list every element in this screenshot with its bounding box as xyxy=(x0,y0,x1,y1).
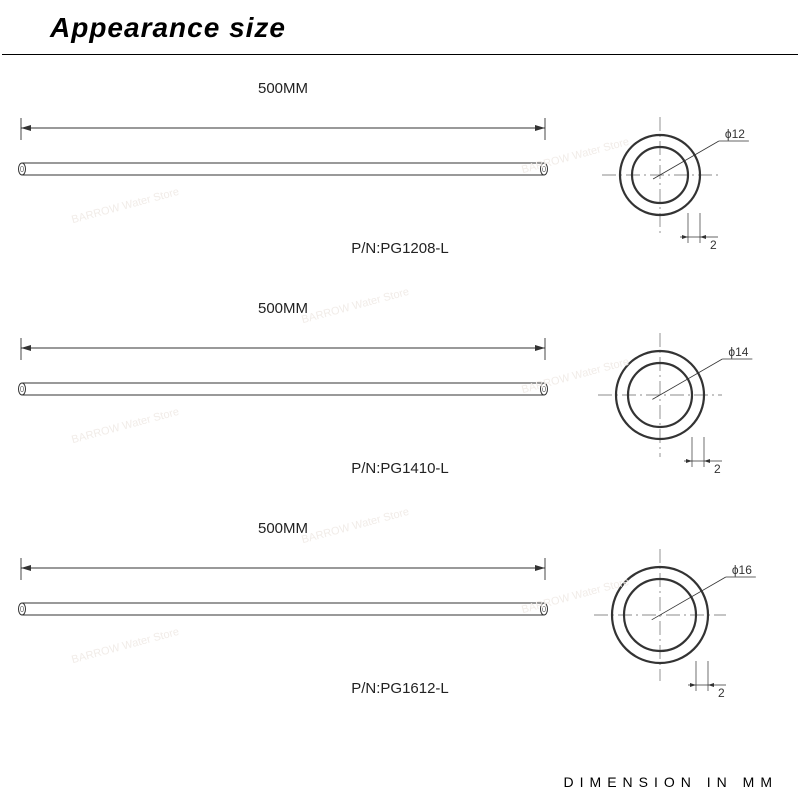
outer-diameter-label: ϕ14 xyxy=(728,345,748,359)
tube-side-view xyxy=(18,162,548,176)
part-number: P/N:PG1410-L xyxy=(0,460,800,477)
tube-side-view xyxy=(18,602,548,616)
length-label: 500MM xyxy=(18,80,548,97)
length-dimension: 500MM xyxy=(18,540,548,585)
tube-side xyxy=(18,162,548,181)
tube-side xyxy=(18,382,548,401)
spec-row: 500MM ϕ14 2 P/N:PG1410-L xyxy=(0,320,800,520)
dimension-line xyxy=(18,320,548,360)
length-dimension: 500MM xyxy=(18,320,548,365)
spec-row: 500MM ϕ16 2 P/N:PG1612-L xyxy=(0,540,800,740)
outer-diameter-label: ϕ12 xyxy=(725,127,745,141)
title-underline xyxy=(2,54,798,55)
part-number: P/N:PG1208-L xyxy=(0,240,800,257)
tube-side xyxy=(18,602,548,621)
dimension-line xyxy=(18,540,548,580)
length-label: 500MM xyxy=(18,300,548,317)
dimension-line xyxy=(18,100,548,140)
part-number: P/N:PG1612-L xyxy=(0,680,800,697)
length-label: 500MM xyxy=(18,520,548,537)
page-title: Appearance size xyxy=(50,12,286,44)
units-footer: DIMENSION IN MM xyxy=(564,774,778,790)
tube-side-view xyxy=(18,382,548,396)
outer-diameter-label: ϕ16 xyxy=(732,563,752,577)
spec-row: 500MM ϕ12 2 P/N:PG1208-L xyxy=(0,100,800,300)
length-dimension: 500MM xyxy=(18,100,548,145)
